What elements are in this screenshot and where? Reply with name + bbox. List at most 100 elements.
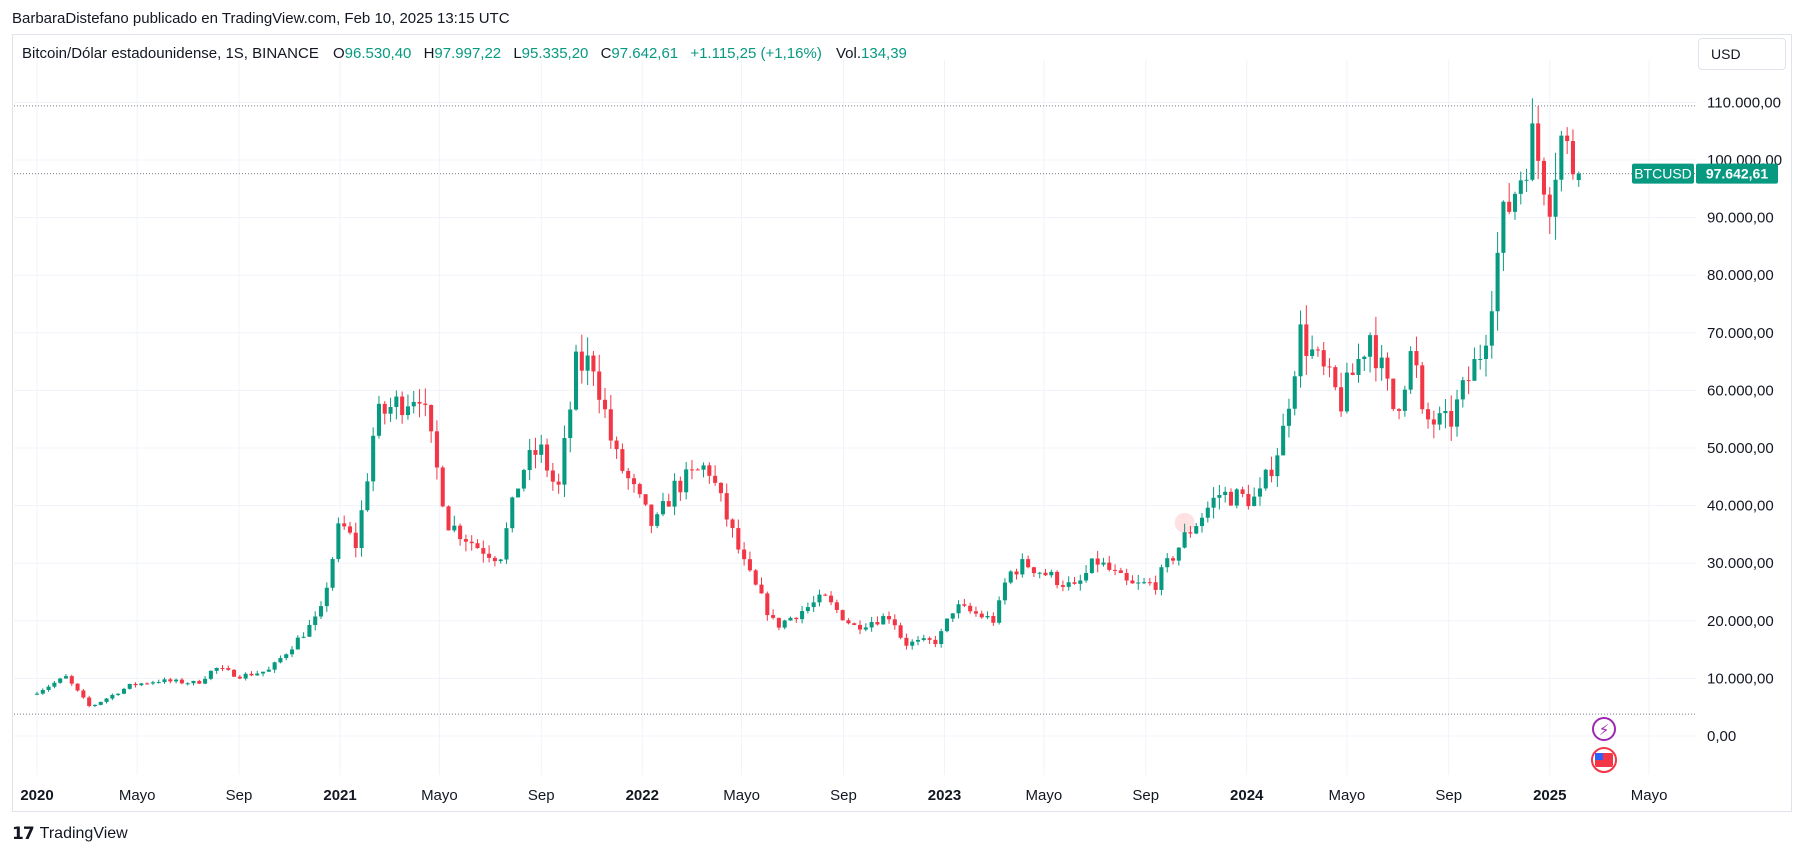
candle-body [1043, 572, 1048, 576]
candle-body [1037, 572, 1042, 574]
candle-body [156, 682, 161, 684]
candle-body [672, 480, 677, 507]
volume-label: Vol. [835, 45, 862, 62]
chart-frame [12, 34, 1792, 812]
candle-body [324, 587, 329, 607]
candle-body [944, 618, 950, 632]
candle-body [498, 559, 503, 562]
candle-body [1414, 351, 1419, 366]
candle-body [179, 679, 184, 684]
candle-body [278, 658, 283, 663]
candle-body [707, 465, 712, 476]
candle-body [1211, 497, 1216, 508]
candle-body [417, 401, 422, 404]
candle-body [794, 617, 799, 620]
candle-body [1431, 419, 1436, 425]
footer-brand[interactable]: 𝟭𝟳 TradingView [12, 824, 128, 844]
candle-body [1286, 408, 1291, 426]
us-flag-canton-icon [1595, 753, 1603, 760]
candle-body [174, 679, 179, 682]
candle-body [145, 683, 150, 685]
candle-body [701, 465, 706, 470]
candle-body [1333, 367, 1338, 388]
candle-body [371, 435, 376, 482]
candle-body [852, 623, 857, 625]
candle-body [1281, 425, 1286, 456]
candle-body [950, 613, 955, 619]
candle-body [347, 526, 353, 533]
candle-body [1570, 141, 1575, 175]
y-tick-label: 80.000,00 [1707, 267, 1774, 284]
candle-body [1008, 571, 1013, 583]
candle-body [886, 616, 892, 620]
candle-body [1240, 489, 1245, 494]
candle-body [782, 620, 787, 628]
candle-body [469, 541, 474, 544]
change-value: +1.115,25 (+1,16%) [690, 45, 822, 62]
x-tick-label: 2025 [1533, 787, 1566, 804]
candle-body [771, 615, 776, 618]
candle-body [910, 641, 915, 646]
x-tick-label: Sep [1435, 787, 1462, 804]
candle-body [504, 528, 509, 560]
candle-body [1350, 372, 1355, 375]
candle-body [858, 624, 863, 630]
candle-body [388, 407, 393, 414]
candle-body [475, 543, 480, 549]
candle-body [1536, 123, 1541, 161]
candle-body [376, 403, 381, 436]
candle-body [533, 450, 538, 455]
candle-body [1298, 324, 1303, 377]
candle-body [863, 627, 868, 630]
candle-body [846, 620, 851, 624]
candle-body [127, 683, 132, 689]
candle-body [214, 667, 219, 671]
currency-button[interactable]: USD [1698, 38, 1786, 70]
candle-body [318, 606, 324, 617]
candle-body [1339, 387, 1344, 412]
candle-body [1113, 569, 1118, 571]
candle-body [1547, 194, 1552, 217]
y-tick-label: 90.000,00 [1707, 210, 1774, 227]
ohlc-legend: Bitcoin/Dólar estadounidense, 1S, BINANC… [22, 45, 915, 62]
candle-body [875, 622, 880, 625]
candle-body [776, 617, 781, 628]
candle-body [1565, 135, 1570, 142]
candle-body [405, 406, 410, 416]
candle-body [1234, 489, 1239, 506]
candle-body [1159, 567, 1164, 590]
candle-body [800, 611, 805, 620]
candle-body [226, 668, 231, 670]
candle-body [481, 548, 486, 554]
x-tick-label: Mayo [1631, 787, 1668, 804]
x-tick-label: Mayo [421, 787, 458, 804]
candle-body [1072, 582, 1077, 584]
candle-body [394, 396, 399, 408]
candle-body [991, 615, 996, 623]
candle-body [869, 622, 874, 628]
candle-body [718, 482, 723, 494]
candle-body [1541, 160, 1546, 195]
candle-body [1379, 357, 1384, 369]
x-tick-label: Sep [1132, 787, 1159, 804]
candle-body [197, 680, 202, 684]
candle-body [1576, 173, 1581, 180]
candle-body [1182, 532, 1187, 548]
x-tick-label: Sep [830, 787, 857, 804]
candle-body [840, 610, 845, 621]
symbol-description[interactable]: Bitcoin/Dólar estadounidense, 1S, BINANC… [22, 45, 319, 62]
candle-body [550, 470, 555, 482]
candle-body [1495, 252, 1500, 312]
price-tag-symbol-bg [1632, 163, 1694, 184]
candle-body [1327, 366, 1332, 368]
candle-body [939, 631, 944, 645]
candle-body [301, 636, 306, 638]
open-value: 96.530,40 [344, 45, 412, 62]
x-tick-label: 2021 [323, 787, 356, 804]
y-tick-label: 10.000,00 [1707, 670, 1774, 687]
candle-body [1356, 359, 1361, 375]
candle-body [829, 595, 834, 603]
candle-body [1101, 562, 1106, 565]
candle-body [1518, 180, 1523, 194]
